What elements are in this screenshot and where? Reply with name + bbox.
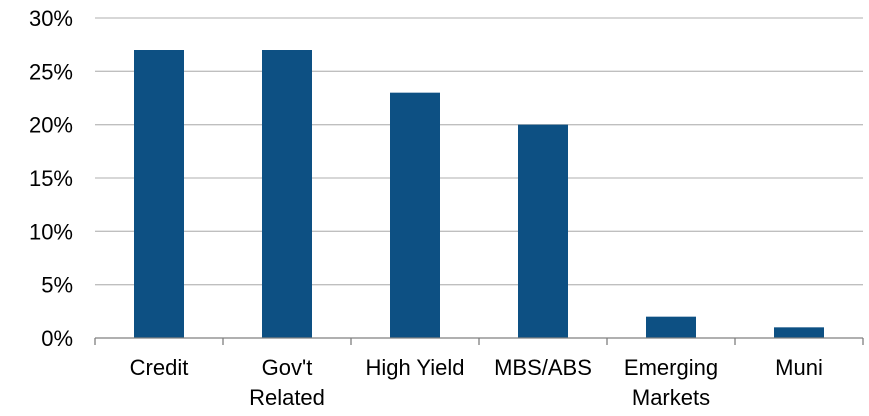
bar bbox=[262, 50, 312, 338]
x-tick-label: High Yield bbox=[365, 355, 464, 380]
bars bbox=[134, 50, 824, 339]
y-axis-tick-labels: 0% 5% 10% 15% 20% 25% 30% bbox=[29, 6, 73, 351]
y-tick-label: 10% bbox=[29, 219, 73, 244]
bar bbox=[134, 50, 184, 338]
x-tick-label: Related bbox=[249, 385, 325, 410]
x-axis bbox=[94, 337, 864, 345]
bar bbox=[390, 92, 440, 339]
y-tick-label: 30% bbox=[29, 6, 73, 31]
bar bbox=[646, 316, 696, 338]
y-tick-label: 5% bbox=[41, 273, 73, 298]
bar bbox=[518, 124, 568, 339]
y-tick-label: 0% bbox=[41, 326, 73, 351]
y-tick-label: 20% bbox=[29, 113, 73, 138]
x-tick-label: Gov't bbox=[262, 355, 313, 380]
x-axis-tick-labels: Credit Gov't Related High Yield MBS/ABS Emerg… bbox=[130, 355, 823, 410]
x-tick-label: MBS/ABS bbox=[494, 355, 592, 380]
gridlines bbox=[95, 17, 863, 286]
y-tick-label: 25% bbox=[29, 59, 73, 84]
y-tick-label: 15% bbox=[29, 166, 73, 191]
x-tick-label: Markets bbox=[632, 385, 710, 410]
bar bbox=[774, 327, 824, 338]
x-tick-label: Emerging bbox=[624, 355, 718, 380]
x-tick-label: Muni bbox=[775, 355, 823, 380]
x-tick-label: Credit bbox=[130, 355, 189, 380]
